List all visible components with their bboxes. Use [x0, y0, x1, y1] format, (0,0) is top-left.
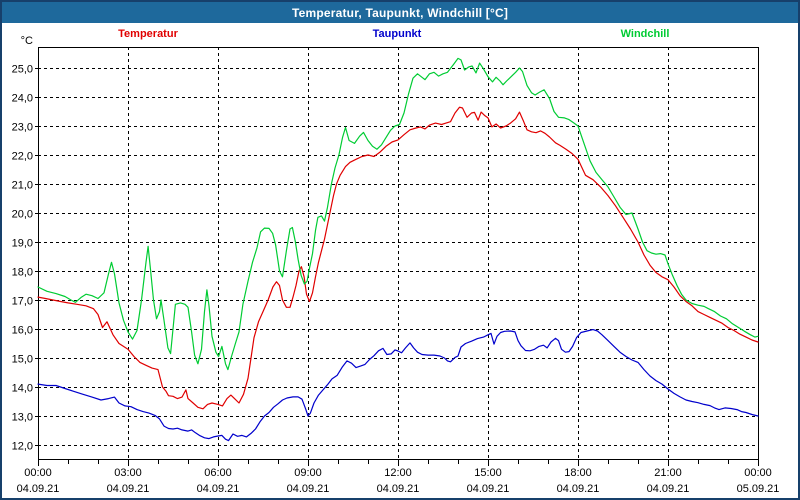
x-tick-date-label: 05.09.21 — [737, 483, 780, 495]
x-tick-time-label: 21:00 — [654, 467, 682, 479]
y-tick-label: 12,0 — [12, 441, 33, 453]
legend-taupunkt: Taupunkt — [372, 28, 422, 40]
y-tick-label: 22,0 — [12, 151, 33, 163]
y-tick-label: 20,0 — [12, 209, 33, 221]
x-tick-time-label: 09:00 — [294, 467, 322, 479]
y-tick-label: 14,0 — [12, 383, 33, 395]
x-tick-time-label: 15:00 — [474, 467, 502, 479]
x-tick-time-label: 00:00 — [744, 467, 772, 479]
title-bar: Temperatur, Taupunkt, Windchill [°C] — [2, 2, 798, 23]
y-tick-label: 16,0 — [12, 325, 33, 337]
y-tick-label: 17,0 — [12, 296, 33, 308]
window-title: Temperatur, Taupunkt, Windchill [°C] — [291, 5, 509, 20]
x-tick-date-label: 04.09.21 — [287, 483, 330, 495]
x-tick-date-label: 04.09.21 — [467, 483, 510, 495]
legend-temperatur: Temperatur — [118, 28, 178, 40]
y-tick-label: 15,0 — [12, 354, 33, 366]
plot-frame — [38, 47, 759, 460]
x-tick-date-label: 04.09.21 — [557, 483, 600, 495]
y-tick-label: 13,0 — [12, 412, 33, 424]
x-tick-time-label: 12:00 — [384, 467, 412, 479]
x-tick-time-label: 18:00 — [564, 467, 592, 479]
series-taupunkt — [37, 329, 759, 442]
x-tick-date-label: 04.09.21 — [17, 483, 60, 495]
x-tick-time-label: 03:00 — [114, 467, 142, 479]
x-tick-date-label: 04.09.21 — [107, 483, 150, 495]
x-tick-time-label: 06:00 — [204, 467, 232, 479]
series-windchill — [37, 57, 759, 371]
x-tick-date-label: 04.09.21 — [197, 483, 240, 495]
y-axis-unit: °C — [21, 35, 33, 47]
y-tick-label: 21,0 — [12, 180, 33, 192]
y-tick-label: 24,0 — [12, 93, 33, 105]
x-tick-date-label: 04.09.21 — [647, 483, 690, 495]
y-tick-label: 25,0 — [12, 64, 33, 76]
y-tick-label: 18,0 — [12, 267, 33, 279]
x-tick-date-label: 04.09.21 — [377, 483, 420, 495]
x-tick-time-label: 00:00 — [24, 467, 52, 479]
legend-windchill: Windchill — [620, 28, 670, 40]
y-tick-label: 19,0 — [12, 238, 33, 250]
series-temperatur — [37, 106, 759, 410]
y-tick-label: 23,0 — [12, 122, 33, 134]
